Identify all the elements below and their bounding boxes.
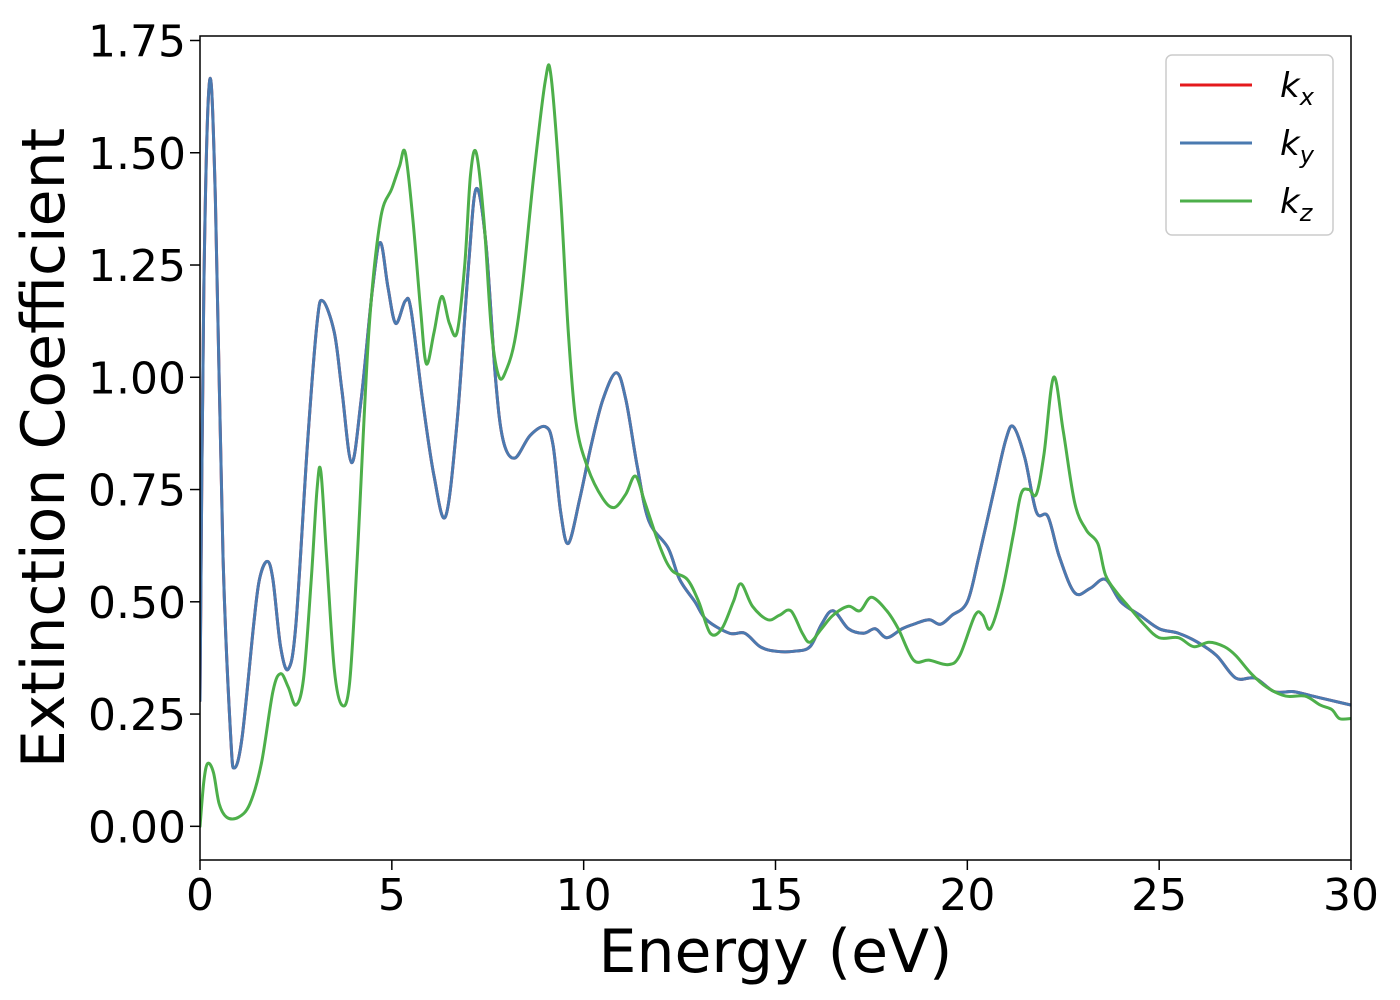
x-tick-label: 20 bbox=[939, 870, 995, 921]
y-axis-label: Extinction Coefficient bbox=[9, 128, 79, 768]
series-layer bbox=[200, 63, 1351, 828]
legend-box bbox=[1165, 54, 1334, 236]
x-axis: 0 5 10 15 20 25 30 bbox=[186, 860, 1379, 921]
x-tick-label: 25 bbox=[1131, 870, 1187, 921]
x-tick-label: 10 bbox=[556, 870, 612, 921]
y-tick-label: 1.75 bbox=[88, 16, 186, 67]
y-tick-label: 1.25 bbox=[88, 241, 186, 292]
legend-label-ky: ky bbox=[1280, 124, 1315, 169]
legend-label-kz: kz bbox=[1280, 182, 1314, 227]
y-tick-label: 0.75 bbox=[88, 466, 186, 517]
legend: kx ky kz bbox=[1165, 54, 1334, 236]
x-tick-label: 15 bbox=[748, 870, 804, 921]
x-axis-label: Energy (eV) bbox=[599, 917, 953, 987]
y-tick-label: 1.00 bbox=[88, 353, 186, 404]
x-tick-label: 5 bbox=[378, 870, 406, 921]
x-tick-label: 30 bbox=[1323, 870, 1379, 921]
y-tick-label: 0.50 bbox=[88, 578, 186, 629]
y-axis: 0.00 0.25 0.50 0.75 1.00 1.25 1.50 1.75 bbox=[88, 16, 200, 853]
y-tick-label: 0.25 bbox=[88, 690, 186, 741]
legend-label-kx: kx bbox=[1280, 66, 1315, 111]
y-tick-label: 1.50 bbox=[88, 129, 186, 180]
series-line-kz bbox=[200, 63, 1351, 828]
y-tick-label: 0.00 bbox=[88, 802, 186, 853]
x-tick-label: 0 bbox=[186, 870, 214, 921]
series-line-ky bbox=[200, 77, 1351, 770]
